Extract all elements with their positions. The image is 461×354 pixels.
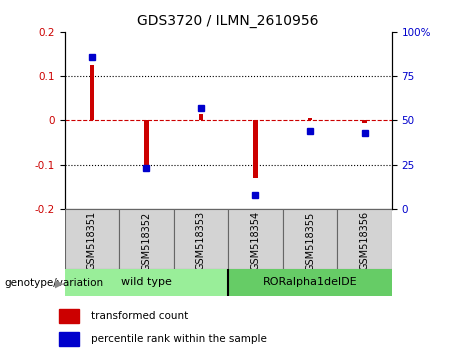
Bar: [362, 120, 367, 122]
Bar: [59, 332, 79, 346]
Bar: [119, 209, 174, 269]
Bar: [199, 114, 203, 120]
Text: GSM518356: GSM518356: [360, 211, 370, 270]
Bar: [228, 209, 283, 269]
Text: wild type: wild type: [121, 277, 172, 287]
Text: percentile rank within the sample: percentile rank within the sample: [90, 334, 266, 344]
Text: genotype/variation: genotype/variation: [5, 278, 104, 288]
Text: GSM518355: GSM518355: [305, 211, 315, 270]
Bar: [59, 309, 79, 323]
Text: GSM518352: GSM518352: [142, 211, 151, 270]
Bar: [144, 120, 148, 167]
Bar: [65, 269, 228, 296]
Bar: [89, 65, 94, 120]
Text: transformed count: transformed count: [90, 311, 188, 321]
Text: GSM518353: GSM518353: [196, 211, 206, 270]
Bar: [308, 118, 312, 120]
Title: GDS3720 / ILMN_2610956: GDS3720 / ILMN_2610956: [137, 14, 319, 28]
Text: ▶: ▶: [55, 278, 63, 288]
Text: RORalpha1delDE: RORalpha1delDE: [263, 277, 357, 287]
Bar: [283, 209, 337, 269]
Bar: [174, 209, 228, 269]
Bar: [337, 209, 392, 269]
Bar: [253, 120, 258, 178]
Bar: [65, 209, 119, 269]
Bar: [228, 269, 392, 296]
Text: GSM518354: GSM518354: [250, 211, 260, 270]
Text: GSM518351: GSM518351: [87, 211, 97, 270]
